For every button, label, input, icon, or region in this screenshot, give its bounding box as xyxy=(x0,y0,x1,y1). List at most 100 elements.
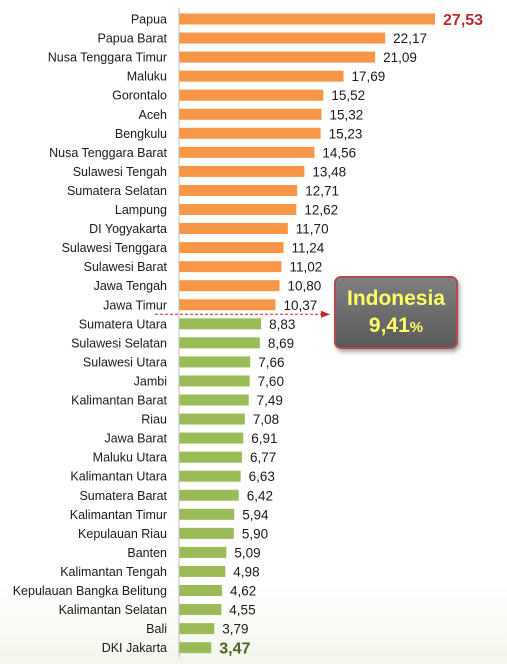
callout-unit: % xyxy=(409,319,424,336)
value-label-nusa-tenggara-barat: 14,56 xyxy=(322,145,356,160)
callout-title: Indonesia xyxy=(346,287,446,310)
bar-sumatera-barat xyxy=(179,489,239,501)
category-label-nusa-tenggara-barat: Nusa Tenggara Barat xyxy=(49,146,167,160)
value-label-sumatera-barat: 6,42 xyxy=(247,488,273,503)
value-label-kepulauan-bangka-belitung: 4,62 xyxy=(230,584,256,599)
category-label-lampung: Lampung xyxy=(115,203,167,217)
bar-riau xyxy=(179,413,245,425)
bar-gorontalo xyxy=(179,89,324,101)
category-label-maluku-utara: Maluku Utara xyxy=(93,451,167,465)
value-label-di-yogyakarta: 11,70 xyxy=(296,222,329,237)
value-label-lampung: 12,62 xyxy=(304,203,338,218)
bar-kalimantan-tengah xyxy=(179,565,226,577)
value-label-aceh: 15,32 xyxy=(329,107,363,122)
category-label-papua: Papua xyxy=(131,13,167,27)
value-label-kalimantan-tengah: 4,98 xyxy=(233,564,259,579)
value-label-gorontalo: 15,52 xyxy=(331,88,365,103)
bar-sulawesi-utara xyxy=(179,356,251,368)
bar-banten xyxy=(179,546,227,558)
category-label-riau: Riau xyxy=(141,413,167,427)
category-label-sulawesi-utara: Sulawesi Utara xyxy=(83,355,167,369)
category-label-bali: Bali xyxy=(146,622,167,636)
category-label-dki-jakarta: DKI Jakarta xyxy=(102,641,167,655)
bar-kalimantan-barat xyxy=(179,394,249,406)
value-label-kalimantan-selatan: 4,55 xyxy=(229,603,255,618)
bar-jawa-timur xyxy=(179,299,276,311)
category-label-sulawesi-tenggara: Sulawesi Tenggara xyxy=(62,241,167,255)
value-label-riau: 7,08 xyxy=(253,412,279,427)
category-label-maluku: Maluku xyxy=(127,70,167,84)
category-label-kalimantan-utara: Kalimantan Utara xyxy=(70,470,167,484)
bar-kepulauan-riau xyxy=(179,527,234,539)
value-label-sulawesi-barat: 11,02 xyxy=(289,260,322,275)
bar-sulawesi-barat xyxy=(179,261,282,273)
value-label-kalimantan-utara: 6,63 xyxy=(249,469,275,484)
callout-value: 9,41 xyxy=(368,314,410,337)
bar-sulawesi-selatan xyxy=(179,337,260,349)
category-label-kalimantan-barat: Kalimantan Barat xyxy=(71,394,167,408)
category-label-kalimantan-tengah: Kalimantan Tengah xyxy=(60,565,167,579)
indonesia-callout: Indonesia 9,41% xyxy=(334,276,458,349)
value-label-sulawesi-tengah: 13,48 xyxy=(312,164,346,179)
bar-lampung xyxy=(179,204,297,215)
category-label-di-yogyakarta: DI Yogyakarta xyxy=(89,222,167,236)
category-label-nusa-tenggara-timur: Nusa Tenggara Timur xyxy=(48,51,167,65)
value-label-sulawesi-tenggara: 11,24 xyxy=(292,241,325,256)
bar-nusa-tenggara-barat xyxy=(179,146,315,158)
category-label-sumatera-utara: Sumatera Utara xyxy=(79,317,167,331)
value-label-papua-barat: 22,17 xyxy=(393,31,427,46)
bar-sumatera-utara xyxy=(179,318,262,330)
value-label-jawa-tengah: 10,80 xyxy=(287,279,321,294)
bar-sulawesi-tengah xyxy=(179,165,305,177)
value-label-nusa-tenggara-timur: 21,09 xyxy=(383,50,417,65)
value-label-papua: 27,53 xyxy=(443,12,483,29)
bar-jawa-barat xyxy=(179,432,244,444)
value-label-kalimantan-barat: 7,49 xyxy=(257,393,283,408)
category-label-sulawesi-barat: Sulawesi Barat xyxy=(84,260,168,274)
value-label-sulawesi-utara: 7,66 xyxy=(258,355,284,370)
bar-maluku-utara xyxy=(179,451,242,463)
bar-kalimantan-timur xyxy=(179,508,235,520)
value-label-jawa-barat: 6,91 xyxy=(251,431,277,446)
reference-arrowhead xyxy=(321,310,330,318)
category-label-jawa-barat: Jawa Barat xyxy=(104,432,167,446)
category-label-jawa-timur: Jawa Timur xyxy=(103,298,167,312)
category-label-sumatera-barat: Sumatera Barat xyxy=(79,489,167,503)
value-label-jawa-timur: 10,37 xyxy=(283,298,317,313)
value-label-kepulauan-riau: 5,90 xyxy=(242,526,268,541)
value-label-maluku-utara: 6,77 xyxy=(250,450,276,465)
bar-nusa-tenggara-timur xyxy=(179,51,376,63)
category-label-papua-barat: Papua Barat xyxy=(98,32,168,46)
bar-aceh xyxy=(179,108,322,120)
category-label-aceh: Aceh xyxy=(139,108,168,122)
bar-papua xyxy=(179,13,436,25)
bar-jawa-tengah xyxy=(179,280,280,292)
value-label-dki-jakarta: 3,47 xyxy=(219,641,250,658)
category-label-banten: Banten xyxy=(127,546,167,560)
value-label-maluku: 17,69 xyxy=(352,69,386,84)
category-label-jawa-tengah: Jawa Tengah xyxy=(94,279,167,293)
bar-di-yogyakarta xyxy=(179,223,288,235)
category-label-kepulauan-riau: Kepulauan Riau xyxy=(78,527,167,541)
value-label-bengkulu: 15,23 xyxy=(329,126,363,141)
category-label-sumatera-selatan: Sumatera Selatan xyxy=(67,184,167,198)
value-label-sulawesi-selatan: 8,69 xyxy=(268,336,294,351)
bar-jambi xyxy=(179,375,250,387)
bar-kalimantan-selatan xyxy=(179,604,222,616)
value-label-jambi: 7,60 xyxy=(258,374,284,389)
bar-bali xyxy=(179,623,215,635)
bar-sumatera-selatan xyxy=(179,184,298,196)
bar-kepulauan-bangka-belitung xyxy=(179,585,222,596)
callout-value-line: 9,41% xyxy=(336,314,456,338)
category-label-kalimantan-selatan: Kalimantan Selatan xyxy=(59,603,167,617)
bar-bengkulu xyxy=(179,127,321,139)
value-labels-group: 27,53 22,17 21,09 17,69 15,52 15,32 15,23 14,56… xyxy=(219,12,483,658)
category-label-sulawesi-selatan: Sulawesi Selatan xyxy=(71,336,167,350)
category-label-kalimantan-timur: Kalimantan Timur xyxy=(70,508,167,522)
value-label-sumatera-selatan: 12,71 xyxy=(305,183,339,198)
value-label-banten: 5,09 xyxy=(234,545,260,560)
bar-maluku xyxy=(179,70,344,82)
value-label-bali: 3,79 xyxy=(222,622,248,637)
bar-sulawesi-tenggara xyxy=(179,242,284,254)
